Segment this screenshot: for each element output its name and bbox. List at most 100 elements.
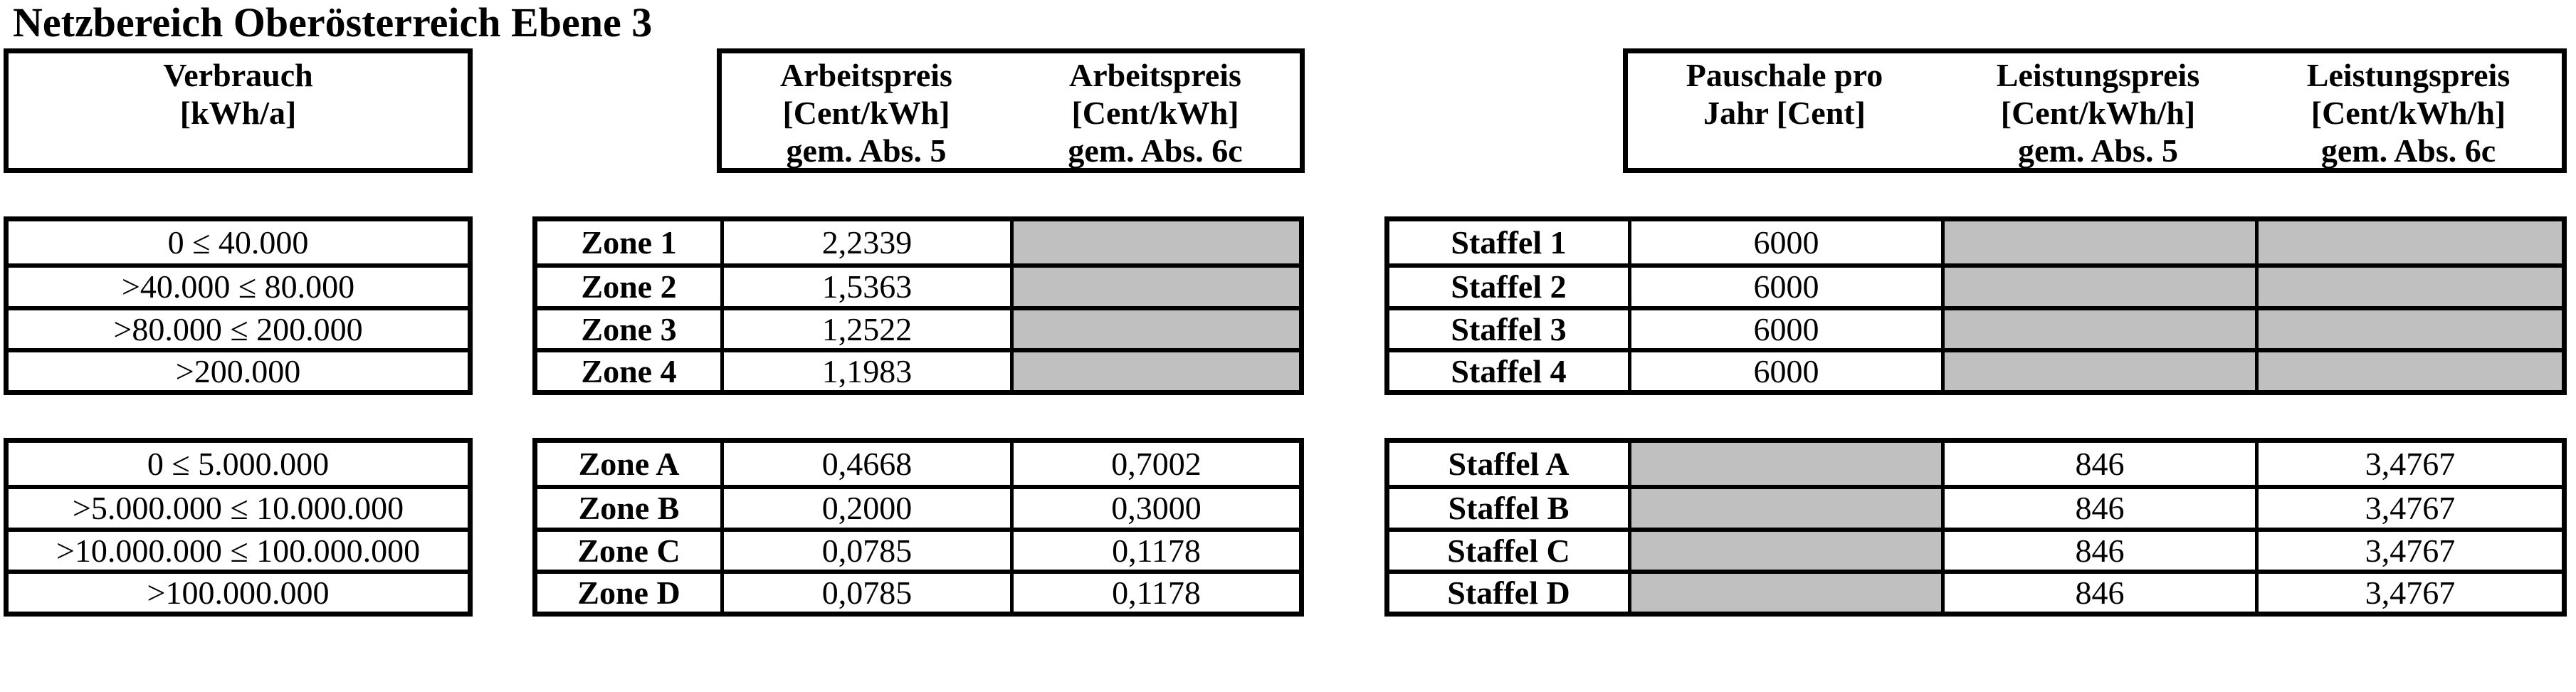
header-line: Leistungspreis [2306,57,2511,93]
pauschale-header: Pauschale pro Jahr [Cent] [1628,56,1941,168]
pauschale-cell: 6000 [1628,310,1941,348]
leistungspreis-abs6c-shaded-cell [2255,268,2562,306]
leistungspreis-abs5-shaded-cell [1941,221,2255,264]
table-row: Staffel A 846 3,4767 [1389,443,2562,486]
table-row: >5.000.000 ≤ 10.000.000 [9,485,468,527]
staffel-label-cell: Staffel B [1448,490,1570,527]
table-row: >10.000.000 ≤ 100.000.000 [9,527,468,570]
consumption-range-cell: 0 ≤ 40.000 [167,224,309,261]
arbeitspreis-abs5-cell: 1,2522 [720,310,1010,348]
consumption-table-1: 0 ≤ 40.000 >40.000 ≤ 80.000 >80.000 ≤ 20… [4,216,473,395]
table-row: Staffel D 846 3,4767 [1389,569,2562,612]
arbeitspreis-abs5-cell: 1,5363 [720,268,1010,306]
arbeitspreis-abs6c-cell: 0,7002 [1010,443,1299,486]
arbeitspreis-abs6c-cell: 0,1178 [1010,531,1299,570]
table-row: Staffel C 846 3,4767 [1389,527,2562,570]
leistungspreis-abs5-cell: 846 [1941,531,2255,570]
arbeitspreis-abs6c-shaded-cell [1010,221,1299,264]
header-line: [Cent/kWh/h] [2310,95,2506,131]
leistungspreis-abs5-cell: 846 [1941,573,2255,612]
zone-label-cell: Zone C [577,532,680,569]
table-row: >200.000 [9,347,468,390]
pauschale-shaded-cell [1628,573,1941,612]
table-row: >40.000 ≤ 80.000 [9,263,468,305]
consumption-range-cell: >200.000 [175,352,301,389]
verbrauch-header-box: Verbrauch [kWh/a] [4,48,473,173]
leistungspreis-abs5-shaded-cell [1941,268,2255,306]
staffel-label-cell: Staffel C [1447,532,1570,569]
consumption-range-cell: >80.000 ≤ 200.000 [113,310,363,347]
table-row: Staffel B 846 3,4767 [1389,485,2562,528]
page-title: Netzbereich Oberösterreich Ebene 3 [13,0,653,46]
header-line: [Cent/kWh] [1071,95,1239,131]
staffel-table-1: Staffel 1 6000 Staffel 2 6000 Staffel 3 … [1384,216,2567,395]
leistungspreis-abs6c-cell: 3,4767 [2255,489,2562,528]
leistungspreis-header-box: Pauschale pro Jahr [Cent] Leistungspreis… [1623,48,2567,173]
consumption-range-cell: >5.000.000 ≤ 10.000.000 [72,490,404,527]
table-row: Zone D 0,0785 0,1178 [537,569,1299,612]
arbeitspreis-abs5-cell: 2,2339 [720,221,1010,264]
table-row: Staffel 2 6000 [1389,263,2562,306]
table-row: Zone 3 1,2522 [537,305,1299,348]
consumption-range-cell: 0 ≤ 5.000.000 [147,446,330,483]
verbrauch-header-line: Verbrauch [163,57,313,93]
table-row: Zone 4 1,1983 [537,347,1299,390]
header-line: [Cent/kWh] [782,95,950,131]
header-line: Pauschale pro [1686,57,1883,93]
consumption-range-cell: >40.000 ≤ 80.000 [121,268,355,305]
consumption-range-cell: >10.000.000 ≤ 100.000.000 [56,532,421,569]
arbeitspreis-header-box: Arbeitspreis [Cent/kWh] gem. Abs. 5 Arbe… [717,48,1305,173]
leistungspreis-abs5-header: Leistungspreis [Cent/kWh/h] gem. Abs. 5 [1941,56,2255,169]
pauschale-cell: 6000 [1628,352,1941,390]
leistungspreis-abs5-cell: 846 [1941,443,2255,486]
arbeitspreis-abs6c-shaded-cell [1010,268,1299,306]
table-row: 0 ≤ 5.000.000 [9,443,468,485]
table-row: >100.000.000 [9,569,468,612]
arbeitspreis-abs6c-shaded-cell [1010,310,1299,348]
staffel-table-2: Staffel A 846 3,4767 Staffel B 846 3,476… [1384,438,2567,617]
leistungspreis-abs6c-cell: 3,4767 [2255,573,2562,612]
header-line: Arbeitspreis [780,57,952,93]
zone-label-cell: Zone 3 [581,310,677,347]
zone-label-cell: Zone A [578,446,680,483]
leistungspreis-abs5-shaded-cell [1941,352,2255,390]
header-line: Jahr [Cent] [1703,95,1866,131]
leistungspreis-abs6c-shaded-cell [2255,221,2562,264]
pauschale-shaded-cell [1628,489,1941,528]
pauschale-cell: 6000 [1628,268,1941,306]
arbeitspreis-abs5-cell: 0,2000 [720,489,1010,528]
staffel-label-cell: Staffel D [1447,574,1570,611]
zone-label-cell: Zone 4 [581,352,677,389]
header-line: [Cent/kWh/h] [2000,95,2196,131]
staffel-label-cell: Staffel 4 [1451,352,1567,389]
leistungspreis-abs6c-cell: 3,4767 [2255,443,2562,486]
header-line: Arbeitspreis [1069,57,1241,93]
staffel-label-cell: Staffel 1 [1451,224,1567,261]
table-row: Zone C 0,0785 0,1178 [537,527,1299,570]
table-row: Zone 1 2,2339 [537,221,1299,264]
leistungspreis-abs5-cell: 846 [1941,489,2255,528]
consumption-range-cell: >100.000.000 [147,574,330,611]
verbrauch-header-line: [kWh/a] [179,95,297,131]
arbeitspreis-abs5-cell: 0,4668 [720,443,1010,486]
table-row: Staffel 4 6000 [1389,347,2562,390]
arbeitspreis-abs6c-cell: 0,3000 [1010,489,1299,528]
pauschale-shaded-cell [1628,443,1941,486]
header-line: Leistungspreis [1996,57,2200,93]
zone-table-2: Zone A 0,4668 0,7002 Zone B 0,2000 0,300… [532,438,1304,617]
arbeitspreis-abs5-cell: 0,0785 [720,531,1010,570]
zone-label-cell: Zone 2 [581,268,677,305]
arbeitspreis-abs5-cell: 1,1983 [720,352,1010,390]
arbeitspreis-abs6c-cell: 0,1178 [1010,573,1299,612]
pauschale-cell: 6000 [1628,221,1941,264]
zone-table-1: Zone 1 2,2339 Zone 2 1,5363 Zone 3 1,252… [532,216,1304,395]
verbrauch-header-column: Verbrauch [kWh/a] [9,56,468,168]
arbeitspreis-abs6c-header: Arbeitspreis [Cent/kWh] gem. Abs. 6c [1011,56,1300,169]
staffel-label-cell: Staffel 2 [1451,268,1567,305]
leistungspreis-abs6c-shaded-cell [2255,352,2562,390]
zone-label-cell: Zone B [578,490,680,527]
header-line: gem. Abs. 5 [786,132,947,169]
zone-label-cell: Zone D [577,574,680,611]
arbeitspreis-abs5-header: Arbeitspreis [Cent/kWh] gem. Abs. 5 [722,56,1011,169]
staffel-label-cell: Staffel A [1448,446,1570,483]
